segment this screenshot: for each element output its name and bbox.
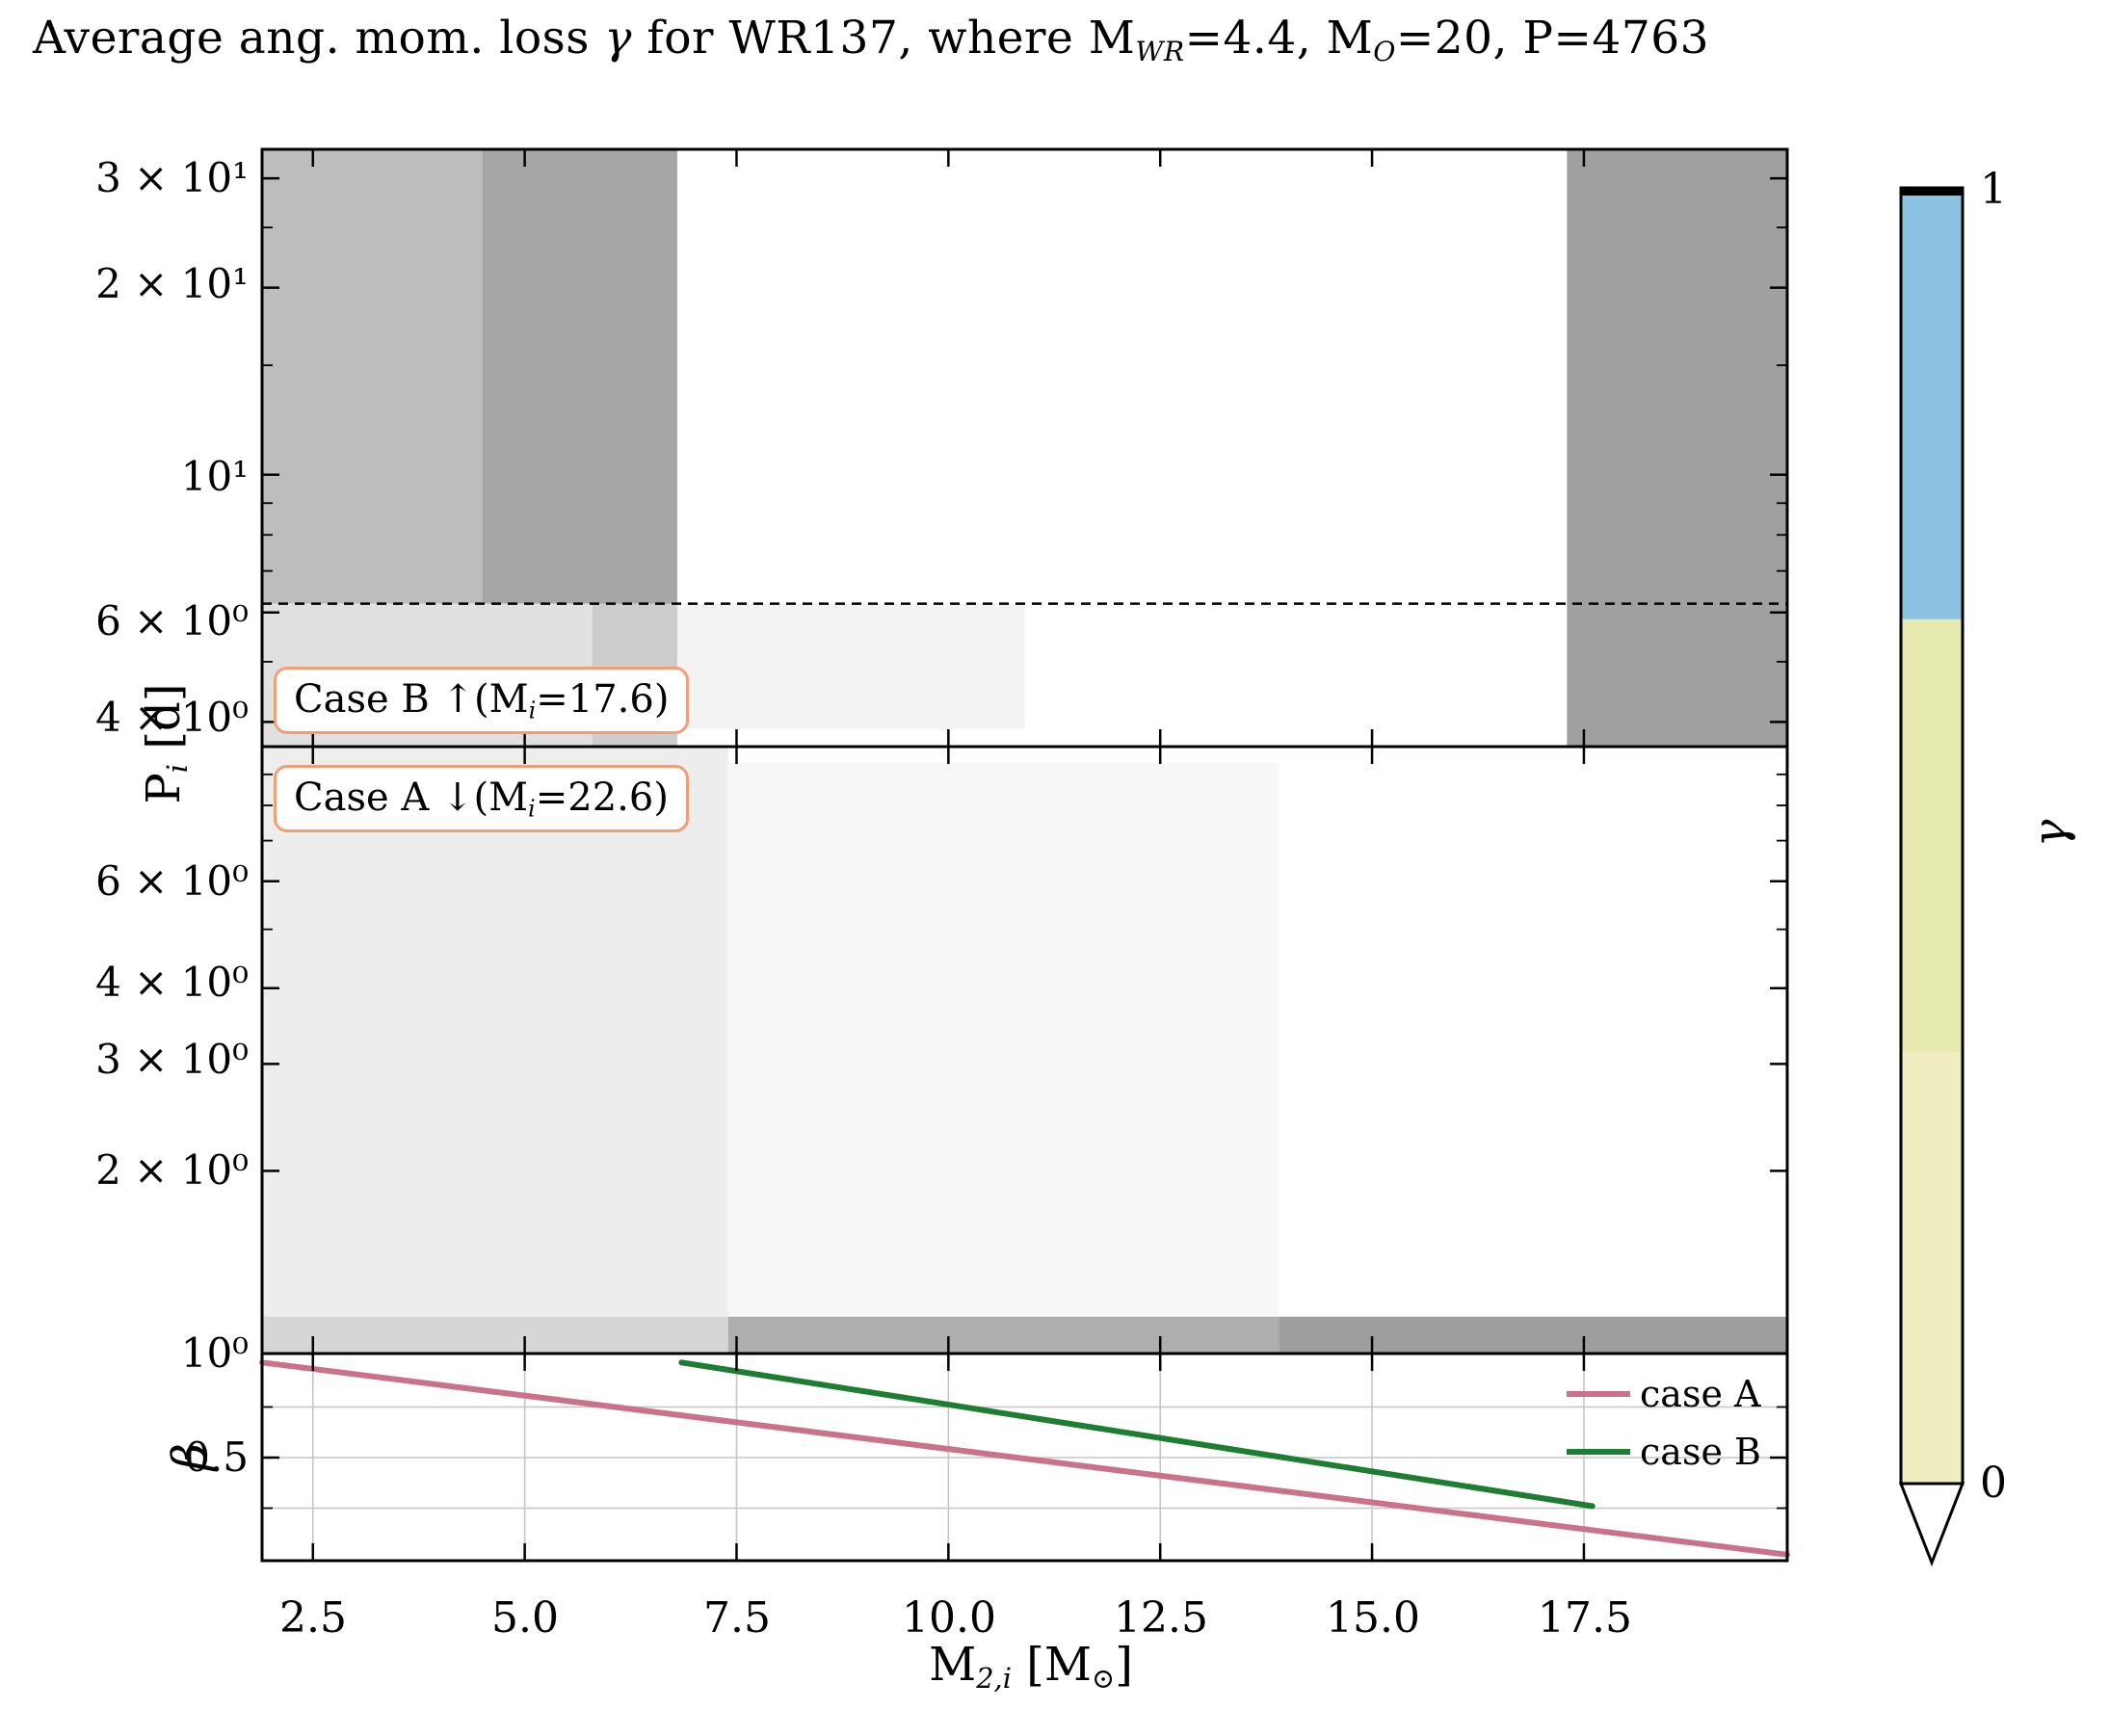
xtick-label: 17.5 <box>1538 1593 1632 1643</box>
grid-layer <box>262 602 1787 1561</box>
title-gamma-symbol: γ <box>604 12 632 65</box>
title-text: for WR137, where M <box>631 12 1136 65</box>
ytick-label: 6 × 10⁰ <box>95 857 249 905</box>
title-subscript-o: O <box>1373 35 1396 67</box>
heatmap-region <box>262 149 483 604</box>
chart-title: Average ang. mom. loss γ for WR137, wher… <box>33 12 1709 67</box>
ytick-label: 3 × 10⁰ <box>95 1036 249 1083</box>
ytick-label: 4 × 10⁰ <box>95 959 249 1006</box>
annotation-case-a: Case A ↓(Mi=22.6) <box>274 765 689 832</box>
y-axis-label-beta: β <box>163 1443 217 1470</box>
colorbar-segment <box>1901 618 1963 1053</box>
ytick-label: 10¹ <box>180 453 249 500</box>
heatmap-region <box>676 603 1025 729</box>
colorbar-segment <box>1901 1052 1963 1484</box>
ytick-label: 3 × 10¹ <box>95 154 249 201</box>
label-subscript-sun: ⊙ <box>1092 1662 1116 1696</box>
x-axis-label: M2,i [M⊙] <box>780 1638 1281 1695</box>
ytick-label: 2 × 10¹ <box>95 260 249 307</box>
xtick-label: 5.0 <box>491 1593 559 1643</box>
annotation-case-b: Case B ↑(Mi=17.6) <box>274 667 690 734</box>
title-text: Average ang. mom. loss <box>33 12 605 65</box>
y-axis-label-period: Pi [d] <box>135 638 195 850</box>
ytick-label: 4 × 10⁰ <box>95 694 249 741</box>
ytick-label: 0.5 <box>184 1434 249 1481</box>
colorbar-fill-layer <box>1901 188 1963 1484</box>
legend-label-case-b: case B <box>1640 1431 1761 1473</box>
ytick-label: 6 × 10⁰ <box>95 597 249 644</box>
ytick-label: 2 × 10⁰ <box>95 1146 249 1194</box>
heatmap-region <box>727 1316 1279 1354</box>
xtick-label: 7.5 <box>703 1593 771 1643</box>
label-subscript: i <box>161 763 195 774</box>
xtick-label: 15.0 <box>1326 1593 1420 1643</box>
label-subscript: 2,i <box>976 1662 1012 1696</box>
label-text: [d] <box>137 683 191 764</box>
series-line-case-B <box>678 1359 1596 1510</box>
colorbar-top-cap <box>1901 188 1963 196</box>
annotation-text: =22.6) <box>535 776 669 820</box>
label-text: P <box>137 773 191 804</box>
title-text: =4.4, M <box>1184 12 1374 65</box>
colorbar-label-gamma: γ <box>2023 819 2077 848</box>
xtick-label: 10.0 <box>902 1593 996 1643</box>
annotation-subscript: i <box>528 795 536 823</box>
series-line-case-A <box>259 1359 1790 1558</box>
heatmap-region <box>1279 1316 1787 1354</box>
xtick-label: 2.5 <box>279 1593 347 1643</box>
label-text: [M <box>1011 1638 1093 1692</box>
heatmap-region <box>262 1316 728 1354</box>
ytick-label: 10⁰ <box>180 1329 249 1377</box>
annotation-text: Case A ↓(M <box>294 776 529 820</box>
annotation-text: Case B ↑(M <box>294 677 529 722</box>
label-text: M <box>929 1638 977 1692</box>
tick-marks-layer <box>262 149 1787 1561</box>
colorbar-tick-bottom: 0 <box>1980 1459 2007 1508</box>
legend-label-case-a: case A <box>1640 1373 1761 1415</box>
annotation-text: =17.6) <box>536 677 670 722</box>
heatmap-region <box>262 747 728 1317</box>
title-text: =20, P=4763 <box>1395 12 1710 65</box>
heatmap-region <box>482 149 677 604</box>
title-subscript-wr: WR <box>1135 35 1185 67</box>
annotation-subscript: i <box>528 697 537 724</box>
series-lines-layer <box>259 1359 1790 1558</box>
heatmap-region <box>1567 149 1787 747</box>
xtick-label: 12.5 <box>1114 1593 1208 1643</box>
label-text: ] <box>1115 1638 1133 1692</box>
heatmap-region <box>727 762 1279 1317</box>
heatmap-regions-layer <box>262 149 1787 1354</box>
colorbar-segment <box>1901 188 1963 619</box>
colorbar-extend-min-arrow-icon <box>1898 1482 1965 1567</box>
colorbar-tick-top: 1 <box>1980 165 2007 214</box>
